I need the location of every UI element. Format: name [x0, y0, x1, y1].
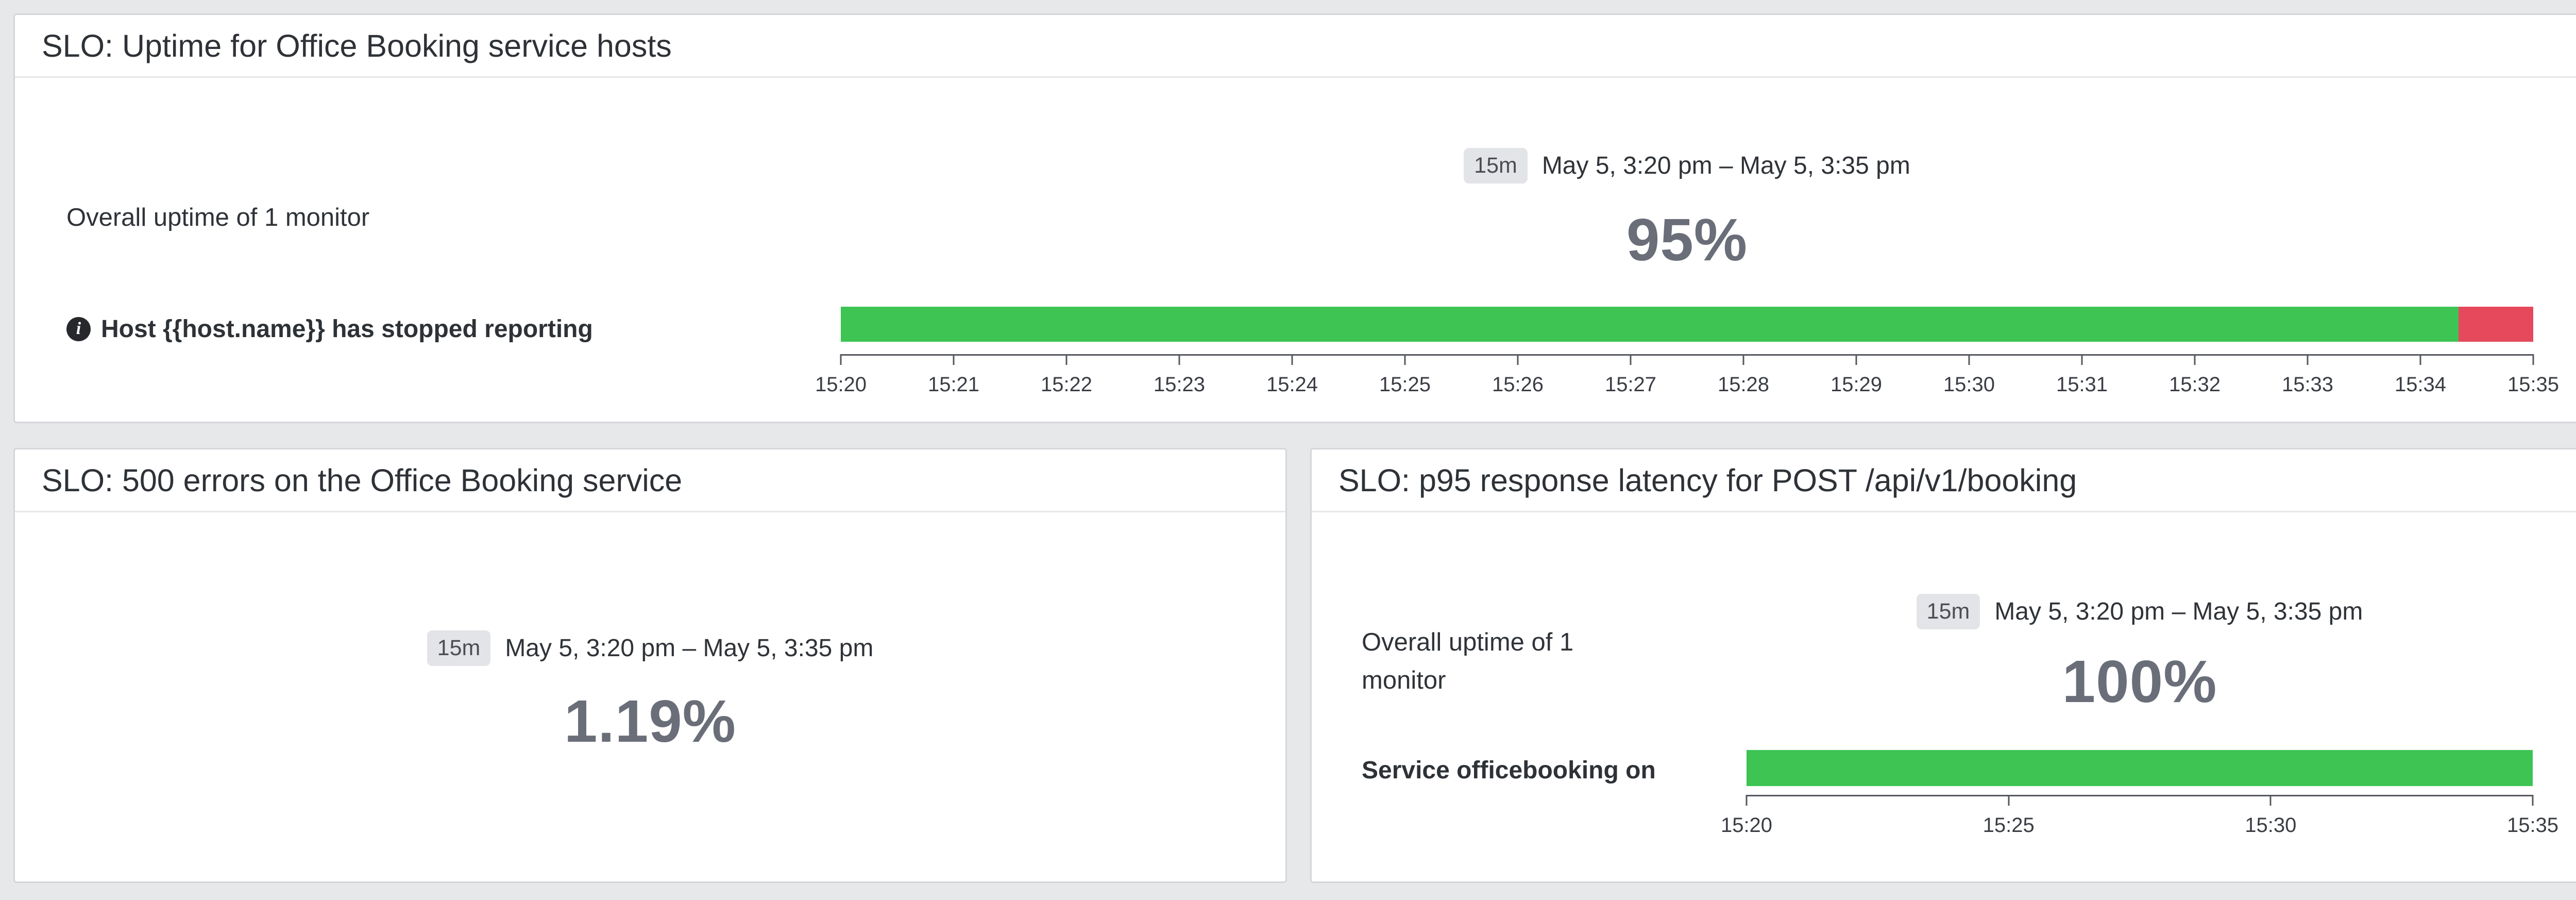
slo-value: 1.19% [564, 688, 736, 755]
axis-line [841, 354, 2533, 356]
axis-tick-label: 15:20 [1720, 814, 1773, 837]
axis-tick-label: 15:25 [1982, 814, 2035, 837]
axis-tick-label: 15:25 [1379, 373, 1431, 396]
timeframe-badge: 15m [1916, 594, 1980, 629]
monitor-name: Service officebooking on [1362, 756, 1656, 784]
axis-tick [1517, 354, 1519, 365]
time-axis: 15:20 15:21 15:22 15:23 15:24 15:25 15:26 15:27… [815, 354, 2559, 396]
uptime-status-bar[interactable] [841, 307, 2533, 342]
axis-tick [1065, 354, 1067, 365]
axis-tick-label: 15:34 [2394, 373, 2447, 396]
axis-tick-label: 15:28 [1717, 373, 1770, 396]
axis-tick-label: 15:35 [2507, 373, 2560, 396]
axis-tick [1745, 795, 1748, 806]
widget-body: 15m May 5, 3:20 pm – May 5, 3:35 pm 1.19… [15, 514, 1285, 881]
axis-tick [1630, 354, 1632, 365]
axis-tick-label: 15:29 [1830, 373, 1883, 396]
timeframe-badge: 15m [427, 630, 491, 666]
axis-tick [1742, 354, 1744, 365]
overall-uptime-label: Overall uptime of 1 monitor [1362, 628, 1574, 694]
axis-tick [2419, 354, 2421, 365]
monitor-row: i Host {{host.name}} has stopped reporti… [66, 311, 593, 346]
slo-value: 95% [1626, 206, 1748, 273]
axis-tick [2269, 795, 2272, 806]
axis-tick-label: 15:20 [815, 373, 867, 396]
axis-line [1747, 795, 2533, 796]
widget-body: Overall uptime of 1 monitor i Host {{hos… [15, 79, 2576, 422]
time-range-text: May 5, 3:20 pm – May 5, 3:35 pm [505, 635, 874, 662]
axis-tick-label: 15:33 [2281, 373, 2334, 396]
time-range-row: 15m May 5, 3:20 pm – May 5, 3:35 pm [841, 148, 2533, 184]
widget-body: Overall uptime of 1 monitor Service offi… [1312, 514, 2576, 881]
axis-tick-label: 15:30 [1943, 373, 1995, 396]
axis-tick [2307, 354, 2309, 365]
slo-widget-uptime-hosts: SLO: Uptime for Office Booking service h… [13, 13, 2576, 423]
time-range-text: May 5, 3:20 pm – May 5, 3:35 pm [1541, 152, 1910, 179]
axis-tick-label: 15:21 [927, 373, 980, 396]
bar-segment-ok[interactable] [841, 307, 2459, 342]
slo-widget-500-errors: SLO: 500 errors on the Office Booking se… [13, 448, 1287, 883]
axis-tick [2194, 354, 2196, 365]
axis-tick-label: 15:24 [1266, 373, 1318, 396]
chart-area: 15m May 5, 3:20 pm – May 5, 3:35 pm 100%… [1721, 514, 2558, 881]
time-range-row: 15m May 5, 3:20 pm – May 5, 3:35 pm [15, 630, 1285, 666]
axis-tick [2532, 795, 2534, 806]
axis-tick-label: 15:22 [1040, 373, 1093, 396]
axis-tick-label: 15:32 [2168, 373, 2221, 396]
widget-title: SLO: 500 errors on the Office Booking se… [15, 449, 1285, 512]
time-axis: 15:20 15:25 15:30 15:35 [1721, 795, 2558, 837]
axis-tick-label: 15:31 [2056, 373, 2108, 396]
monitor-row: Service officebooking on [1362, 752, 1656, 788]
info-icon: i [66, 316, 91, 341]
axis-tick [840, 354, 842, 365]
axis-tick [1404, 354, 1406, 365]
axis-tick [2008, 795, 2010, 806]
axis-tick [953, 354, 955, 365]
axis-tick [1178, 354, 1180, 365]
widget-title: SLO: p95 response latency for POST /api/… [1312, 449, 2576, 512]
axis-tick-label: 15:30 [2245, 814, 2297, 837]
axis-tick-label: 15:35 [2506, 814, 2559, 837]
time-range-row: 15m May 5, 3:20 pm – May 5, 3:35 pm [1747, 594, 2533, 629]
chart-area: 15m May 5, 3:20 pm – May 5, 3:35 pm 95% … [815, 79, 2559, 422]
slo-widget-p95-latency: SLO: p95 response latency for POST /api/… [1310, 448, 2576, 883]
timeframe-badge: 15m [1464, 148, 1528, 184]
axis-tick [2532, 354, 2534, 365]
time-range-text: May 5, 3:20 pm – May 5, 3:35 pm [1994, 598, 2363, 625]
monitor-name: Host {{host.name}} has stopped reporting [101, 315, 593, 343]
axis-tick-label: 15:27 [1604, 373, 1657, 396]
bar-segment-ok[interactable] [1747, 750, 2533, 786]
slo-value: 100% [2062, 648, 2217, 715]
axis-tick [1968, 354, 1970, 365]
axis-tick [1291, 354, 1293, 365]
uptime-status-bar[interactable] [1747, 750, 2533, 786]
bar-segment-alert[interactable] [2459, 307, 2533, 342]
axis-tick-label: 15:26 [1492, 373, 1544, 396]
axis-tick [2081, 354, 2083, 365]
widget-title: SLO: Uptime for Office Booking service h… [15, 15, 2576, 78]
axis-tick-label: 15:23 [1153, 373, 1206, 396]
axis-tick [1855, 354, 1857, 365]
overall-uptime-label: Overall uptime of 1 monitor [66, 204, 370, 231]
